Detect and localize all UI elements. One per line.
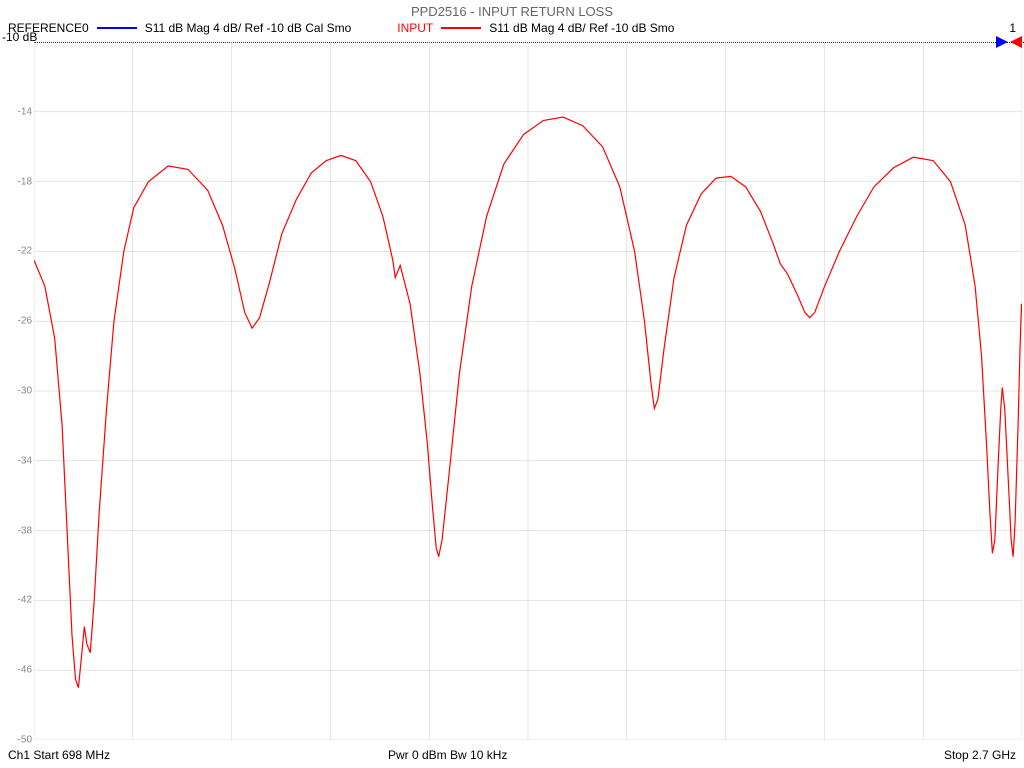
y-tick-label: -14 [2,106,32,117]
red-marker-icon [1010,36,1024,48]
chart-svg [34,42,1022,740]
footer-mid: Pwr 0 dBm Bw 10 kHz [388,748,507,762]
y-tick-label: -34 [2,455,32,466]
chart-area [34,42,1022,740]
reference0-desc: S11 dB Mag 4 dB/ Ref -10 dB Cal Smo [145,21,352,35]
footer-row: Ch1 Start 698 MHz Pwr 0 dBm Bw 10 kHz St… [8,748,1016,762]
footer-stop: Stop 2.7 GHz [944,748,1016,762]
chart-title: PPD2516 - INPUT RETURN LOSS [0,0,1024,19]
y-tick-label: -50 [2,735,32,746]
input-desc: S11 dB Mag 4 dB/ Ref -10 dB Smo [489,21,674,35]
ref-level-label: -10 dB [2,30,37,44]
y-tick-label: -18 [2,176,32,187]
y-tick-label: -30 [2,386,32,397]
y-tick-label: -22 [2,246,32,257]
y-tick-label: -38 [2,525,32,536]
y-tick-label: -42 [2,595,32,606]
blue-marker-icon [996,36,1010,48]
reference0-swatch [97,27,137,29]
footer-start: Ch1 Start 698 MHz [8,748,110,762]
marker-number: 1 [1009,21,1016,35]
input-swatch [441,27,481,29]
input-label: INPUT [397,21,433,35]
y-tick-label: -26 [2,316,32,327]
y-tick-label: -46 [2,665,32,676]
legend-row: REFERENCE0 S11 dB Mag 4 dB/ Ref -10 dB C… [0,19,1024,37]
